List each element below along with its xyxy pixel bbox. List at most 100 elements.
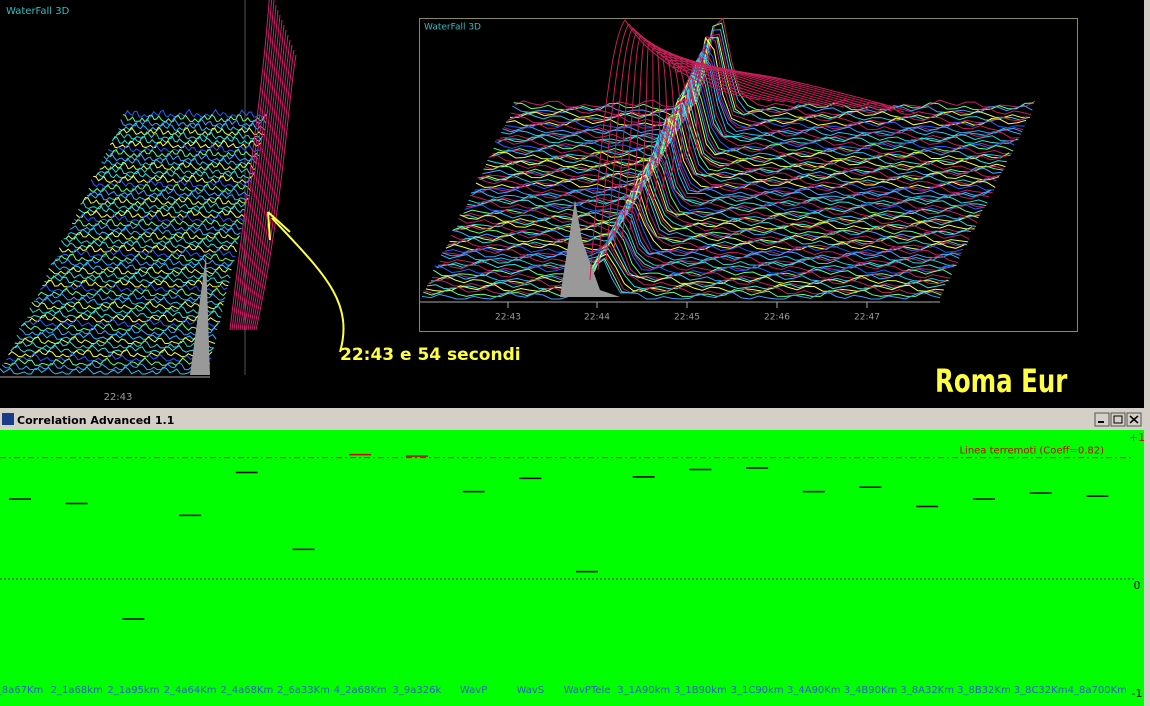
x-tick-label: 3_9a326k <box>393 685 442 696</box>
waterfall-trace <box>109 139 262 149</box>
waterfall-trace <box>60 239 238 249</box>
x-tick-label: 3_1A90km <box>617 685 670 696</box>
signal-trace <box>241 19 283 331</box>
signal-trace <box>255 54 297 331</box>
waterfall-trace <box>94 170 255 179</box>
waterfall-trace <box>67 226 241 236</box>
waterfall-trace <box>454 177 974 233</box>
waterfall-trace <box>430 235 949 282</box>
title-bar <box>0 408 1144 430</box>
waterfall-trace <box>450 183 970 240</box>
x-tick-label: 2_6a33Km <box>277 685 330 696</box>
waterfall-trace <box>421 258 941 300</box>
waterfall-trace <box>80 200 247 210</box>
window-title: Correlation Advanced 1.1 <box>17 414 174 427</box>
signal-trace <box>621 35 809 241</box>
x-tick-label: 3_1C90km <box>731 685 784 696</box>
signal-trace <box>239 14 281 331</box>
time-label: 22:43 <box>495 313 521 323</box>
waterfall-trace <box>436 222 956 269</box>
time-label: 22:45 <box>674 313 700 323</box>
threshold-label: Linea terremoti (Coeff=0.82) <box>959 446 1104 457</box>
signal-trace <box>249 39 291 331</box>
waterfall-trace <box>507 35 1028 124</box>
x-tick-label: 4_8a700Km <box>1068 685 1127 696</box>
signal-trace <box>231 0 273 331</box>
y-tick-label: 0 <box>1134 579 1141 592</box>
waterfall-trace <box>467 140 987 207</box>
waterfall-trace <box>473 128 993 194</box>
waterfall-trace <box>463 150 983 214</box>
waterfall-trace <box>458 160 978 225</box>
signal-trace <box>629 39 821 231</box>
y-tick-label: +1 <box>1129 431 1145 444</box>
waterfall-trace <box>57 248 236 258</box>
window-icon <box>2 413 14 425</box>
signal-trace <box>247 34 289 331</box>
waterfall-trace <box>440 209 960 261</box>
waterfall-trace <box>449 190 969 243</box>
signal-trace <box>645 47 845 211</box>
waterfall-trace <box>69 222 242 231</box>
waterfall-trace <box>82 196 249 205</box>
waterfall-trace <box>424 256 943 295</box>
window-controls[interactable] <box>1094 412 1142 427</box>
time-label: 22:44 <box>584 313 610 323</box>
signal-trace <box>605 27 785 261</box>
x-tick-label: 4_2a68Km <box>334 685 387 696</box>
waterfall-trace <box>29 305 223 314</box>
waterfall-trace <box>469 129 989 201</box>
waterfall-trace <box>455 174 975 230</box>
y-tick-label: -1 <box>1132 687 1143 700</box>
waterfall-trace <box>490 79 1011 157</box>
waterfall-trace <box>78 204 246 214</box>
waterfall-trace <box>97 165 256 175</box>
signal-trace <box>237 9 279 331</box>
waterfall-trace <box>468 134 988 204</box>
maximize-icon <box>1113 415 1123 424</box>
panel-frame <box>419 18 1078 332</box>
x-tick-label: 2_1a95km <box>107 685 159 696</box>
waterfall-trace <box>465 145 985 209</box>
waterfall-trace <box>18 327 218 336</box>
window-border <box>1144 0 1150 706</box>
waterfall-trace <box>86 187 250 197</box>
signal-trace <box>597 23 773 271</box>
waterfall-trace <box>113 130 264 140</box>
waterfall-trace <box>508 36 1029 121</box>
waterfall-trace <box>99 161 256 170</box>
waterfall-trace <box>73 213 244 223</box>
waterfall-trace <box>116 126 264 135</box>
waterfall-trace <box>462 154 982 217</box>
signal-trace <box>235 4 277 331</box>
arrow <box>271 217 345 353</box>
waterfall-trace <box>434 229 953 274</box>
waterfall-left <box>0 0 297 375</box>
signal-trace <box>637 43 833 221</box>
waterfall-trace <box>55 252 235 262</box>
waterfall-trace <box>4 357 211 366</box>
x-tick-label: 3_4A90Km <box>787 685 841 696</box>
minimize-button[interactable] <box>1094 412 1110 427</box>
maximize-button[interactable] <box>1110 412 1126 427</box>
waterfall-trace <box>122 113 268 122</box>
signal-trace <box>243 24 285 331</box>
x-tick-label: 3_8A32Km <box>900 685 954 696</box>
station-label: Roma Eur <box>935 363 1068 401</box>
close-icon <box>1129 415 1139 424</box>
signal-trace <box>672 63 905 161</box>
signal-trace <box>233 0 275 331</box>
waterfall-trace <box>482 103 1002 176</box>
waterfall-trace <box>101 156 258 166</box>
waterfall-trace <box>488 79 1009 163</box>
signal-trace <box>251 44 293 331</box>
waterfall-trace <box>478 116 998 183</box>
waterfall-trace <box>25 314 221 323</box>
waterfall-trace <box>35 292 226 301</box>
x-tick-label: 3_8C32Km <box>1014 685 1068 696</box>
signal-trace <box>676 65 917 151</box>
waterfall-trace <box>511 33 1032 116</box>
plot-background <box>0 430 1144 706</box>
waterfall-trace <box>459 158 979 222</box>
